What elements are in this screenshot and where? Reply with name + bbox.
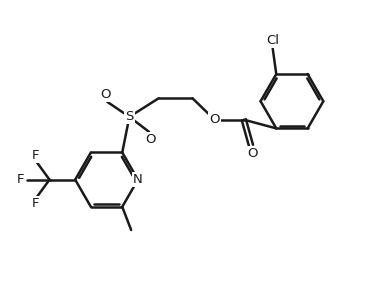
Text: F: F: [32, 149, 40, 162]
Text: O: O: [248, 147, 258, 160]
Text: O: O: [100, 88, 111, 101]
Text: O: O: [209, 113, 220, 126]
Text: F: F: [32, 197, 40, 211]
Text: S: S: [125, 110, 134, 123]
Text: O: O: [145, 133, 156, 146]
Text: Cl: Cl: [266, 34, 279, 47]
Text: F: F: [17, 173, 25, 186]
Text: N: N: [133, 173, 143, 186]
